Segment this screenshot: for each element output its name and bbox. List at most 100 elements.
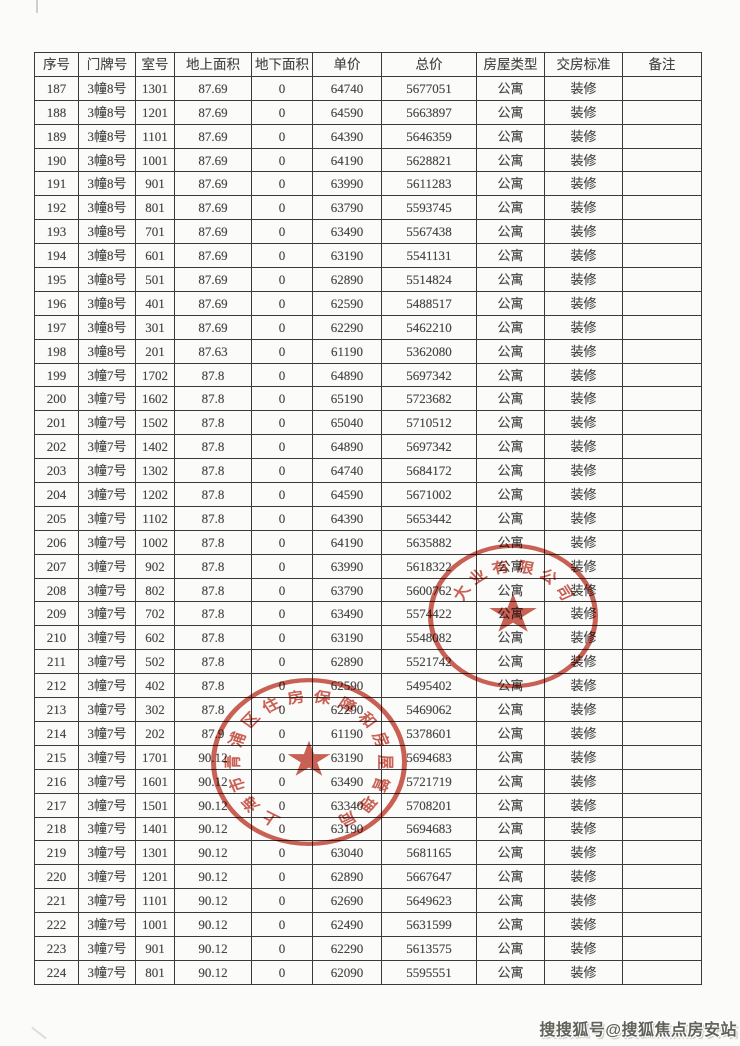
cell-index: 223 (34, 935, 79, 961)
table-row: 187 3幢8号 1301 87.69 0 64740 5677051 公寓 装修 (34, 75, 702, 101)
cell-remark (622, 864, 702, 890)
cell-area_below: 0 (251, 75, 313, 101)
cell-total_price: 5628821 (381, 147, 477, 173)
cell-remark (622, 840, 702, 866)
cell-house_type: 公寓 (476, 505, 545, 531)
table-row: 193 3幢8号 701 87.69 0 63490 5567438 公寓 装修 (34, 219, 702, 245)
cell-remark (622, 147, 702, 173)
cell-door_no: 3幢7号 (78, 601, 136, 627)
cell-index: 207 (34, 553, 79, 579)
cell-door_no: 3幢8号 (78, 243, 136, 269)
cell-index: 217 (34, 792, 79, 818)
cell-area_above: 87.8 (174, 577, 252, 603)
cell-delivery_standard: 装修 (544, 697, 623, 722)
cell-unit_price: 62690 (312, 888, 382, 914)
cell-total_price: 5613575 (381, 935, 477, 961)
cell-door_no: 3幢8号 (78, 147, 136, 173)
cell-total_price: 5514824 (381, 267, 477, 292)
cell-index: 215 (34, 744, 79, 770)
cell-door_no: 3幢7号 (78, 434, 136, 460)
cell-area_above: 87.8 (174, 601, 252, 627)
star-icon: ★ (485, 582, 541, 645)
cell-remark (622, 482, 702, 507)
cell-door_no: 3幢8号 (78, 99, 136, 125)
cell-area_above: 87.8 (174, 458, 252, 484)
cell-area_below: 0 (251, 482, 313, 507)
cell-area_above: 90.12 (174, 888, 252, 914)
company-seal-arc-char: 有 (490, 558, 511, 578)
cell-house_type: 公寓 (476, 768, 545, 794)
cell-area_below: 0 (251, 362, 313, 388)
cell-house_type: 公寓 (476, 697, 545, 722)
cell-unit_price: 61190 (312, 338, 382, 364)
cell-area_above: 87.63 (174, 338, 252, 364)
table-row: 221 3幢7号 1101 90.12 0 62690 5649623 公寓 装修 (34, 888, 702, 914)
cell-house_type: 公寓 (476, 912, 545, 937)
cell-area_below: 0 (251, 219, 313, 245)
cell-unit_price: 62890 (312, 864, 382, 890)
cell-index: 205 (34, 505, 79, 531)
cell-room_no: 202 (135, 720, 175, 746)
cell-total_price: 5362080 (381, 338, 477, 364)
cell-total_price: 5635882 (381, 529, 477, 555)
column-header-house_type: 房屋类型 (476, 52, 545, 77)
cell-area_below: 0 (251, 935, 313, 961)
cell-house_type: 公寓 (476, 171, 545, 197)
cell-remark (622, 529, 702, 555)
cell-door_no: 3幢7号 (78, 673, 136, 699)
cell-remark (622, 171, 702, 197)
table-row: 190 3幢8号 1001 87.69 0 64190 5628821 公寓 装修 (34, 147, 702, 173)
cell-room_no: 1401 (135, 816, 175, 842)
cell-area_above: 87.8 (174, 673, 252, 699)
housing-bureau-seal-stamp: ★ 上海市青浦区住房保障和房屋管理局 (211, 678, 407, 846)
cell-house_type: 公寓 (476, 816, 545, 842)
cell-house_type: 公寓 (476, 482, 545, 507)
cell-remark (622, 99, 702, 125)
cell-area_above: 87.69 (174, 267, 252, 292)
cell-unit_price: 62290 (312, 314, 382, 340)
cell-remark (622, 959, 702, 985)
cell-remark (622, 362, 702, 388)
cell-room_no: 201 (135, 338, 175, 364)
cell-total_price: 5653442 (381, 505, 477, 531)
cell-delivery_standard: 装修 (544, 171, 623, 197)
cell-delivery_standard: 装修 (544, 959, 623, 985)
cell-total_price: 5646359 (381, 123, 477, 149)
cell-room_no: 1002 (135, 529, 175, 555)
cell-door_no: 3幢7号 (78, 935, 136, 961)
cell-delivery_standard: 装修 (544, 864, 623, 890)
cell-remark (622, 243, 702, 269)
cell-unit_price: 64740 (312, 458, 382, 484)
cell-remark (622, 458, 702, 484)
housing-bureau-seal: ★ 上海市青浦区住房保障和房屋管理局 (211, 678, 407, 846)
cell-room_no: 801 (135, 959, 175, 985)
cell-door_no: 3幢7号 (78, 649, 136, 675)
housing-bureau-seal-ring (211, 678, 407, 846)
cell-house_type: 公寓 (476, 840, 545, 866)
cell-area_below: 0 (251, 290, 313, 316)
cell-delivery_standard: 装修 (544, 314, 623, 340)
cell-area_above: 90.12 (174, 840, 252, 866)
cell-unit_price: 64590 (312, 482, 382, 507)
cell-door_no: 3幢8号 (78, 171, 136, 197)
cell-house_type: 公寓 (476, 386, 545, 412)
cell-area_below: 0 (251, 434, 313, 460)
cell-unit_price: 63990 (312, 553, 382, 579)
cell-door_no: 3幢7号 (78, 553, 136, 579)
cell-remark (622, 314, 702, 340)
cell-index: 206 (34, 529, 79, 555)
table-row: 208 3幢7号 802 87.8 0 63790 5600762 公寓 装修 (34, 577, 702, 603)
cell-total_price: 5488517 (381, 290, 477, 316)
cell-delivery_standard: 装修 (544, 147, 623, 173)
cell-area_above: 87.8 (174, 505, 252, 531)
cell-door_no: 3幢7号 (78, 410, 136, 436)
watermark-text: 搜搜狐号@搜狐焦点房安站 (539, 1022, 737, 1039)
cell-door_no: 3幢7号 (78, 744, 136, 770)
cell-total_price: 5697342 (381, 434, 477, 460)
cell-door_no: 3幢7号 (78, 840, 136, 866)
cell-index: 200 (34, 386, 79, 412)
cell-door_no: 3幢8号 (78, 267, 136, 292)
cell-total_price: 5595551 (381, 959, 477, 985)
cell-door_no: 3幢7号 (78, 768, 136, 794)
